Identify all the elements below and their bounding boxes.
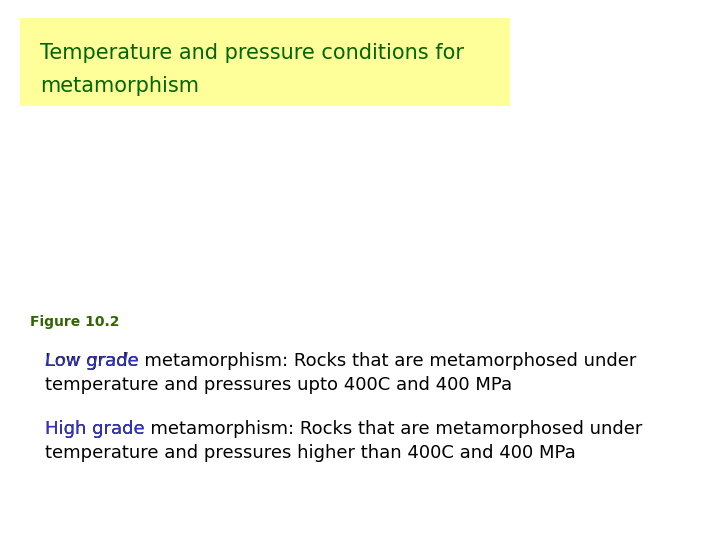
Text: High grade metamorphism: Rocks that are metamorphosed under: High grade metamorphism: Rocks that are … [45,420,642,438]
Text: metamorphism: metamorphism [40,76,199,96]
Text: Temperature and pressure conditions for: Temperature and pressure conditions for [40,43,464,63]
Text: temperature and pressures upto 400C and 400 MPa: temperature and pressures upto 400C and … [45,376,512,394]
Text: temperature and pressures higher than 400C and 400 MPa: temperature and pressures higher than 40… [45,444,576,462]
Text: Low grade metamorphism: Rocks that are metamorphosed under: Low grade metamorphism: Rocks that are m… [45,352,636,370]
Text: Low grade: Low grade [45,352,139,370]
Bar [20,18,510,106]
Text: High grade: High grade [45,420,145,438]
Text: Figure 10.2: Figure 10.2 [30,315,120,329]
